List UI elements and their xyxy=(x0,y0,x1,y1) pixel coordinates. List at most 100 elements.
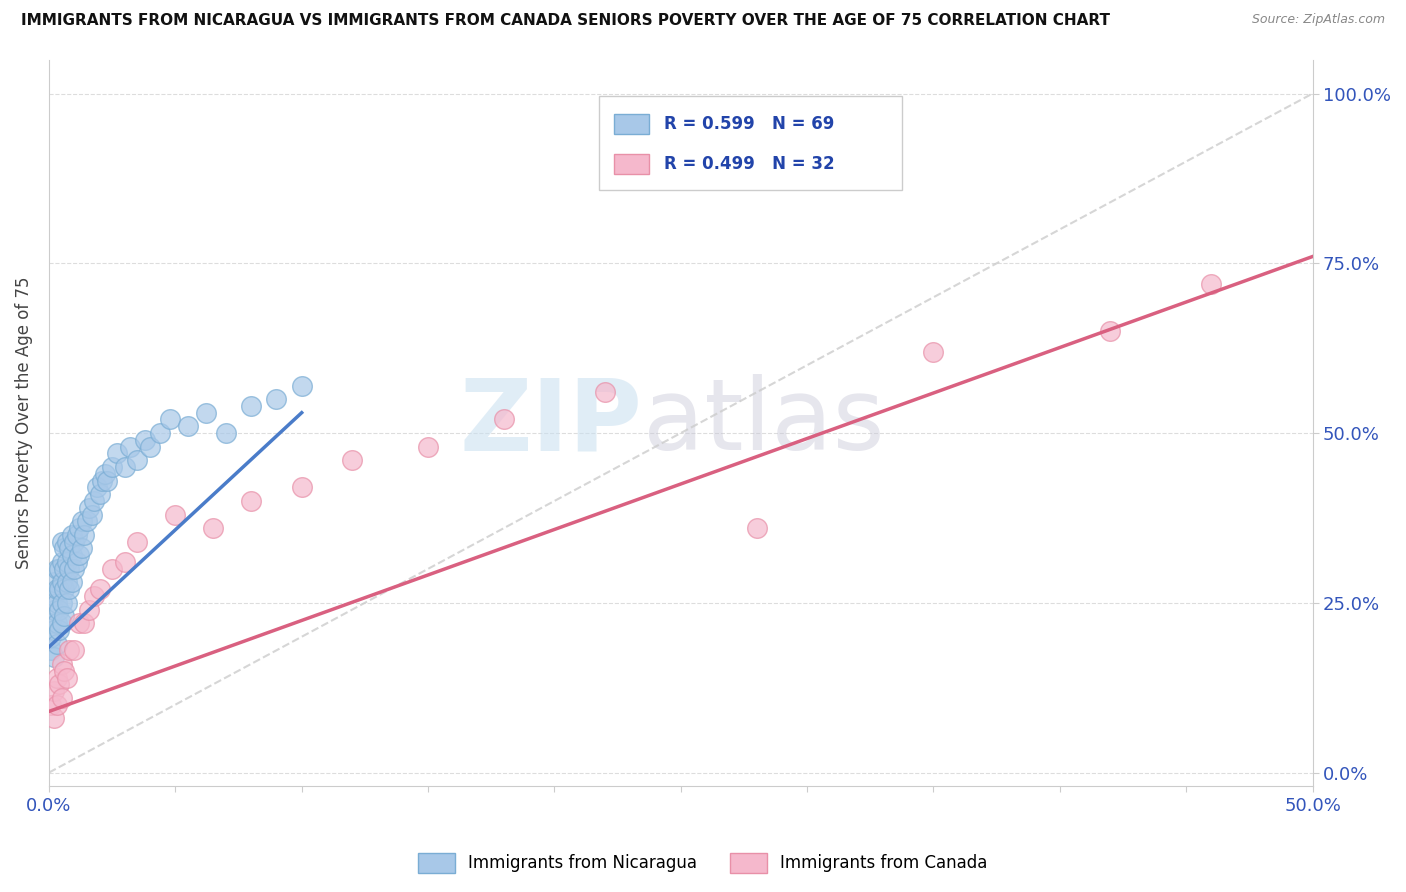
Point xyxy=(63,562,86,576)
Point xyxy=(45,562,67,576)
Point xyxy=(101,562,124,576)
Point xyxy=(45,616,67,631)
Point xyxy=(51,555,73,569)
Point xyxy=(42,623,65,637)
Point xyxy=(48,677,70,691)
Point xyxy=(291,480,314,494)
Point xyxy=(42,602,65,616)
Point xyxy=(66,555,89,569)
Point xyxy=(55,555,77,569)
Point xyxy=(51,690,73,705)
Point xyxy=(91,474,114,488)
Point xyxy=(55,534,77,549)
Point xyxy=(240,399,263,413)
Point xyxy=(118,440,141,454)
Point xyxy=(96,474,118,488)
Point xyxy=(42,711,65,725)
Point xyxy=(80,508,103,522)
Point xyxy=(58,541,80,556)
Point xyxy=(177,419,200,434)
Point xyxy=(48,582,70,597)
Point xyxy=(134,433,156,447)
Bar xyxy=(614,114,650,135)
Point xyxy=(215,425,238,440)
Point xyxy=(42,650,65,665)
Point xyxy=(114,460,136,475)
Point xyxy=(55,596,77,610)
Point xyxy=(291,378,314,392)
Bar xyxy=(599,96,901,190)
Point xyxy=(58,643,80,657)
Point xyxy=(67,521,90,535)
Legend: Immigrants from Nicaragua, Immigrants from Canada: Immigrants from Nicaragua, Immigrants fr… xyxy=(412,847,994,880)
Point xyxy=(93,467,115,481)
Point xyxy=(922,344,945,359)
Point xyxy=(45,596,67,610)
Point xyxy=(48,602,70,616)
Point xyxy=(83,494,105,508)
Point xyxy=(45,636,67,650)
Point xyxy=(51,596,73,610)
Point xyxy=(67,549,90,563)
Point xyxy=(63,643,86,657)
Point xyxy=(55,671,77,685)
Point xyxy=(51,575,73,590)
Point xyxy=(1201,277,1223,291)
Point xyxy=(51,534,73,549)
Point xyxy=(42,684,65,698)
Text: IMMIGRANTS FROM NICARAGUA VS IMMIGRANTS FROM CANADA SENIORS POVERTY OVER THE AGE: IMMIGRANTS FROM NICARAGUA VS IMMIGRANTS … xyxy=(21,13,1111,29)
Point xyxy=(165,508,187,522)
Point xyxy=(492,412,515,426)
Point xyxy=(240,494,263,508)
Point xyxy=(45,698,67,712)
Point xyxy=(127,453,149,467)
Text: Source: ZipAtlas.com: Source: ZipAtlas.com xyxy=(1251,13,1385,27)
Y-axis label: Seniors Poverty Over the Age of 75: Seniors Poverty Over the Age of 75 xyxy=(15,277,32,569)
Point xyxy=(114,555,136,569)
Point xyxy=(58,582,80,597)
Bar xyxy=(614,153,650,174)
Point xyxy=(48,562,70,576)
Point xyxy=(73,616,96,631)
Point xyxy=(48,623,70,637)
Point xyxy=(67,616,90,631)
Point xyxy=(89,582,111,597)
Point xyxy=(105,446,128,460)
Point xyxy=(60,549,83,563)
Point xyxy=(63,534,86,549)
Point xyxy=(139,440,162,454)
Point xyxy=(76,514,98,528)
Point xyxy=(159,412,181,426)
Point xyxy=(41,630,63,644)
Point xyxy=(416,440,439,454)
Point xyxy=(83,589,105,603)
Point xyxy=(202,521,225,535)
Point xyxy=(70,541,93,556)
Point xyxy=(101,460,124,475)
Text: ZIP: ZIP xyxy=(460,375,643,471)
Point xyxy=(53,664,76,678)
Point xyxy=(51,657,73,671)
Point xyxy=(89,487,111,501)
Text: R = 0.599   N = 69: R = 0.599 N = 69 xyxy=(665,115,835,133)
Point xyxy=(45,582,67,597)
Point xyxy=(42,575,65,590)
Point xyxy=(53,582,76,597)
Point xyxy=(53,541,76,556)
Point xyxy=(42,589,65,603)
Point xyxy=(60,575,83,590)
Text: atlas: atlas xyxy=(643,375,884,471)
Point xyxy=(73,528,96,542)
Point xyxy=(58,562,80,576)
Point xyxy=(55,575,77,590)
Point xyxy=(66,528,89,542)
Text: R = 0.499   N = 32: R = 0.499 N = 32 xyxy=(665,155,835,173)
Point xyxy=(194,406,217,420)
Point xyxy=(745,521,768,535)
Point xyxy=(41,643,63,657)
Point xyxy=(593,385,616,400)
Point xyxy=(51,616,73,631)
Point xyxy=(266,392,288,406)
Point xyxy=(342,453,364,467)
Point xyxy=(45,671,67,685)
